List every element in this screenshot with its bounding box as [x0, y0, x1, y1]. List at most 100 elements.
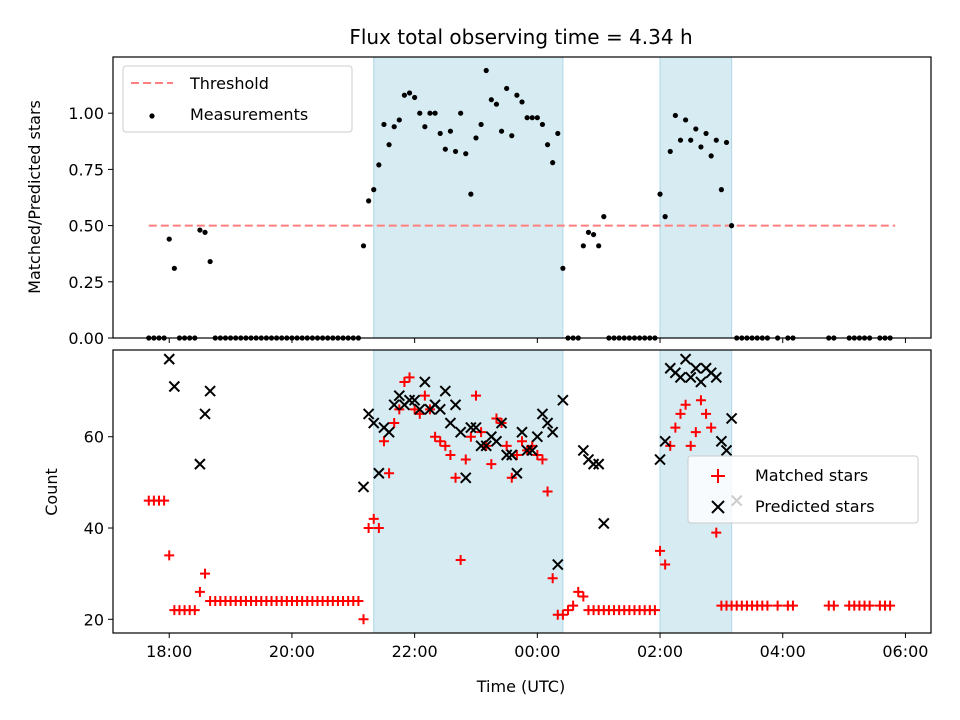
measurement-point: [391, 124, 397, 130]
predicted-star-marker: [480, 440, 492, 452]
measurement-point: [703, 130, 709, 137]
bottom-y-axis-label: Count: [42, 468, 61, 516]
measurement-point: [366, 198, 372, 204]
bottom-shaded-intervals: [373, 349, 733, 634]
matched-star-marker: [568, 600, 579, 611]
matched-star-marker: [828, 600, 839, 611]
predicted-star-marker: [168, 380, 181, 393]
matched-star-marker: [547, 573, 558, 584]
matched-star-marker: [573, 586, 584, 597]
measurement-point: [555, 130, 561, 137]
matched-star-marker: [389, 418, 400, 429]
bottom-axes-frame: [112, 349, 932, 634]
measurement-point: [197, 227, 203, 233]
matched-star-marker: [368, 513, 379, 524]
matched-star-marker: [578, 591, 589, 602]
measurement-point: [432, 110, 438, 116]
top-y-tick-label: 0.25: [68, 273, 104, 292]
predicted-star-marker: [403, 394, 416, 406]
matched-star-marker: [885, 600, 896, 611]
measurement-point: [488, 97, 494, 103]
measurement-point: [427, 110, 433, 116]
matched-star-marker: [542, 486, 553, 497]
matched-star-marker: [358, 614, 369, 625]
matched-star-marker: [363, 523, 374, 534]
measurement-point: [677, 137, 684, 143]
matched-star-marker: [655, 545, 666, 556]
predicted-star-marker: [552, 558, 564, 571]
measurement-point: [417, 110, 423, 116]
matched-star-marker: [517, 436, 527, 447]
matched-star-marker: [864, 600, 875, 611]
measurement-point: [493, 101, 500, 107]
chart-title: Flux total observing time = 4.34 h: [349, 25, 692, 49]
predicted-star-marker: [725, 412, 738, 425]
bottom-legend-box: [687, 455, 919, 524]
legend-predicted-swatch: [711, 500, 725, 514]
measurement-point: [498, 128, 505, 134]
measurement-point: [693, 126, 699, 132]
measurement-point: [452, 148, 459, 155]
x-tick-label: 04:00: [760, 642, 806, 661]
bottom-x-axis-ticks: 18:00 20:00 22:00 00:00 02:00 04:00 06:00: [146, 633, 928, 661]
predicted-star-marker: [500, 449, 513, 461]
measurement-point: [662, 214, 668, 220]
matched-star-marker: [404, 372, 415, 383]
top-legend-box: [122, 65, 353, 133]
predicted-star-marker: [194, 458, 206, 470]
matched-star-marker: [440, 440, 451, 451]
measurement-point: [473, 135, 479, 141]
predicted-star-marker: [654, 453, 666, 466]
measurement-point: [534, 115, 540, 121]
predicted-star-marker: [685, 371, 697, 384]
matched-star-marker: [787, 600, 798, 611]
predicted-star-marker: [454, 426, 467, 438]
predicted-star-marker: [368, 417, 380, 429]
predicted-star-marker: [715, 435, 728, 447]
top-y-tick-label: 0.50: [68, 217, 104, 236]
top-x-axis-ticks: [168, 338, 906, 343]
predicted-star-marker: [199, 408, 211, 420]
measurement-point: [514, 92, 520, 98]
matched-star-marker: [711, 527, 722, 538]
matched-star-marker: [690, 427, 701, 438]
predicted-star-marker: [460, 472, 472, 484]
measurement-point: [478, 121, 484, 128]
matched-star-marker: [695, 395, 706, 406]
top-y-axis-label: Matched/Predicted stars: [25, 100, 44, 294]
measurement-point: [718, 187, 724, 193]
measurement-point: [672, 112, 678, 119]
top-y-axis-ticks: 0.00 0.25 0.50 0.75 1.00: [68, 104, 113, 348]
predicted-star-marker: [690, 362, 702, 374]
predicted-star-marker: [506, 449, 518, 461]
measurement-point: [396, 117, 402, 123]
predicted-star-marker: [659, 435, 671, 447]
predicted-star-marker: [720, 444, 733, 457]
matched-star-marker: [460, 454, 471, 465]
predicted-star-marker: [511, 467, 523, 479]
measurement-point: [560, 265, 566, 271]
matched-star-marker: [706, 422, 717, 433]
measurement-point: [483, 67, 489, 74]
predicted-star-marker: [373, 467, 385, 479]
predicted-star-marker: [408, 394, 421, 406]
predicted-star-marker: [470, 421, 482, 434]
measurement-point: [504, 85, 510, 92]
predicted-star-marker: [679, 353, 692, 365]
matched-star-markers: [143, 372, 896, 625]
measurement-point: [406, 90, 413, 96]
bottom-y-tick-label: 40: [84, 519, 104, 538]
measurement-point: [713, 137, 719, 143]
matched-star-marker: [455, 554, 466, 565]
matched-star-marker: [384, 468, 395, 479]
predicted-star-marker: [495, 417, 508, 429]
measurement-point: [698, 144, 704, 150]
measurement-point: [376, 162, 382, 168]
predicted-star-marker: [526, 444, 538, 457]
observing-window-shade: [373, 56, 564, 339]
matched-star-marker: [660, 559, 671, 570]
predicted-star-marker: [521, 444, 533, 457]
measurement-point: [708, 153, 714, 159]
x-tick-label: 18:00: [146, 642, 192, 661]
legend-threshold-label: Threshold: [189, 74, 269, 93]
